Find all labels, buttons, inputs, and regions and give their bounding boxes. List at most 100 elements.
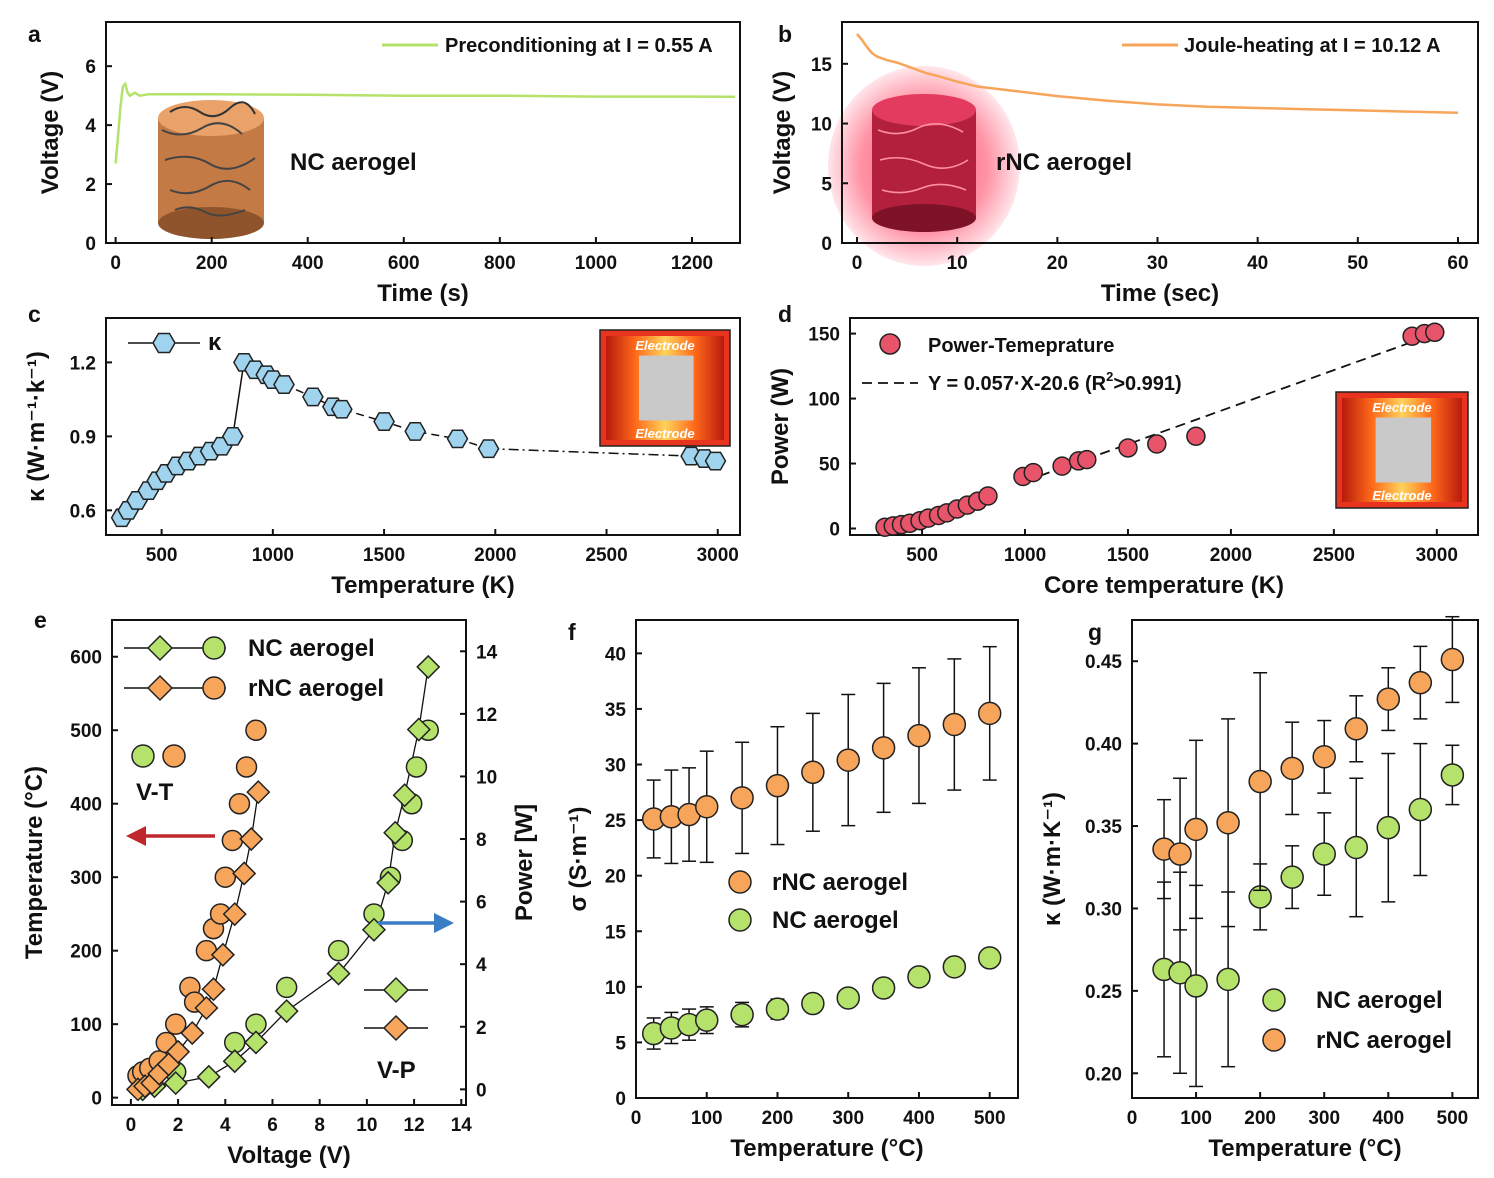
legend-label-nc: NC aerogel	[1316, 987, 1443, 1014]
y-tick-label: 15	[605, 922, 627, 943]
data-point-power	[1077, 449, 1097, 470]
y-tick-label: 200	[70, 942, 102, 963]
x-tick-label: 600	[388, 253, 420, 274]
data-point-rnc-vt	[221, 829, 244, 852]
y-tick-label: 100	[70, 1015, 102, 1036]
data-point-kappa	[221, 426, 244, 446]
data-point-kappa	[404, 422, 427, 441]
data-point-rnc-vp	[246, 780, 271, 805]
y-axis-label: Power (W)	[767, 368, 794, 485]
y-tick-label: 15	[811, 55, 833, 76]
y-axis-label: Voltage (V)	[769, 71, 796, 195]
plot-frame-f	[635, 619, 1019, 1099]
data-point-rnc	[1408, 670, 1433, 695]
x-tick-label: 4	[220, 1115, 231, 1136]
y-tick-label: 6	[85, 57, 96, 78]
legend-circle-rnc	[202, 676, 226, 700]
y2-tick-label: 12	[476, 705, 497, 726]
legend-label-rnc: rNC aerogel	[248, 675, 384, 702]
legend-label-rnc: rNC aerogel	[772, 869, 908, 896]
chart-panel-d: 500 1000 1500 2000 2500 3000 0 50 100 150 Core tem…	[767, 317, 1479, 599]
data-point-rnc	[977, 701, 1002, 726]
x-tick-label: 400	[292, 253, 324, 274]
data-point-rnc	[1312, 745, 1336, 769]
x-axis-label: Temperature (°C)	[1208, 1135, 1401, 1162]
x-tick-label: 60	[1447, 253, 1468, 274]
data-point-kappa	[273, 375, 295, 394]
y-axis-label: κ (W·m⁻¹·k⁻¹)	[23, 351, 50, 502]
legend-marker-power	[879, 333, 901, 355]
x-tick-label: 12	[404, 1115, 425, 1136]
x-tick-label: 10	[356, 1115, 377, 1136]
data-point-nc-vp	[243, 1030, 269, 1055]
rnc-aerogel-glowing-illustration	[828, 66, 1020, 266]
y-axis-label: κ (W·m·K⁻¹)	[1039, 792, 1066, 926]
x-tick-label: 0	[1127, 1108, 1138, 1129]
data-point-rnc	[836, 748, 860, 772]
y-axis-label: Voltage (V)	[37, 71, 64, 195]
legend-label-nc: NC aerogel	[248, 635, 375, 662]
data-point-kappa	[704, 451, 727, 471]
data-point-rnc-vp	[166, 1039, 191, 1064]
legend-marker-rnc	[1262, 1028, 1286, 1052]
data-point-rnc-vp	[232, 861, 257, 886]
y-tick-label: 0	[829, 520, 840, 541]
y-tick-label: 0	[91, 1089, 102, 1110]
data-point-rnc-vt	[164, 1013, 187, 1035]
legend-diamond-rnc	[146, 674, 174, 702]
x-tick-label: 8	[314, 1115, 325, 1136]
data-point-nc	[836, 986, 860, 1010]
y-tick-label: 300	[70, 868, 102, 889]
data-point-nc-vp	[222, 1049, 247, 1074]
x-tick-label: 1500	[363, 545, 405, 566]
panel-label-f: f	[568, 619, 576, 645]
data-point-rnc	[1184, 817, 1208, 842]
y-tick-label: 0.35	[1085, 817, 1122, 838]
annotation-nc-aerogel: NC aerogel	[290, 149, 417, 176]
label-v-p: V-P	[377, 1057, 416, 1084]
data-point-kappa	[373, 412, 395, 431]
data-point-rnc	[1280, 756, 1304, 781]
x-tick-label: 10	[947, 253, 968, 274]
data-point-rnc-vt	[195, 939, 218, 962]
x-tick-label: 300	[1308, 1108, 1340, 1129]
series-line-preconditioning	[114, 81, 736, 164]
series-line-joule-heating	[856, 33, 1459, 115]
x-tick-label: 500	[1437, 1108, 1469, 1129]
data-point-nc-vp	[274, 999, 299, 1024]
annotation-rnc-aerogel: rNC aerogel	[996, 149, 1132, 176]
y-tick-label: 0.30	[1085, 899, 1122, 920]
x-axis-label: Temperature (K)	[331, 572, 515, 599]
data-point-rnc-vp	[239, 826, 264, 852]
data-point-nc	[942, 955, 967, 979]
data-point-power	[1425, 322, 1445, 343]
data-point-rnc	[907, 723, 931, 748]
x-tick-label: 40	[1247, 253, 1268, 274]
x-tick-label: 200	[1244, 1108, 1276, 1129]
plot-frame-d	[849, 317, 1479, 536]
x-tick-label: 1000	[252, 545, 294, 566]
data-point-rnc	[1376, 687, 1401, 711]
x-tick-label: 30	[1147, 253, 1168, 274]
data-point-nc-vp	[163, 1071, 188, 1096]
y2-tick-label: 14	[476, 642, 498, 663]
plot-frame-c	[105, 317, 741, 536]
inset-label-bottom: Electrode	[1372, 488, 1431, 503]
y-tick-label: 600	[70, 648, 102, 669]
data-point-rnc	[765, 773, 790, 798]
plot-frame-a	[105, 21, 741, 244]
data-point-nc-vp	[406, 717, 431, 742]
x-tick-label: 50	[1347, 253, 1368, 274]
legend-marker-nc	[728, 908, 752, 932]
data-point-nc-vt	[275, 976, 298, 999]
chart-panel-b: 0 10 20 30 40 50 60 0 5 10 15 Time (sec) Voltage (V)…	[769, 21, 1479, 307]
arrow-left-head	[126, 826, 146, 846]
y-tick-label: 50	[819, 455, 840, 476]
x-tick-label: 20	[1047, 253, 1068, 274]
y-tick-label: 0.25	[1085, 982, 1122, 1003]
y-tick-label: 0.6	[70, 501, 96, 522]
data-point-nc	[730, 1002, 754, 1027]
chart-panel-e: 0 2 4 6 8 10 12 1401002003004005006000246810121…	[21, 619, 538, 1169]
data-point-power	[1186, 426, 1206, 446]
data-point-nc-vp	[392, 783, 417, 808]
